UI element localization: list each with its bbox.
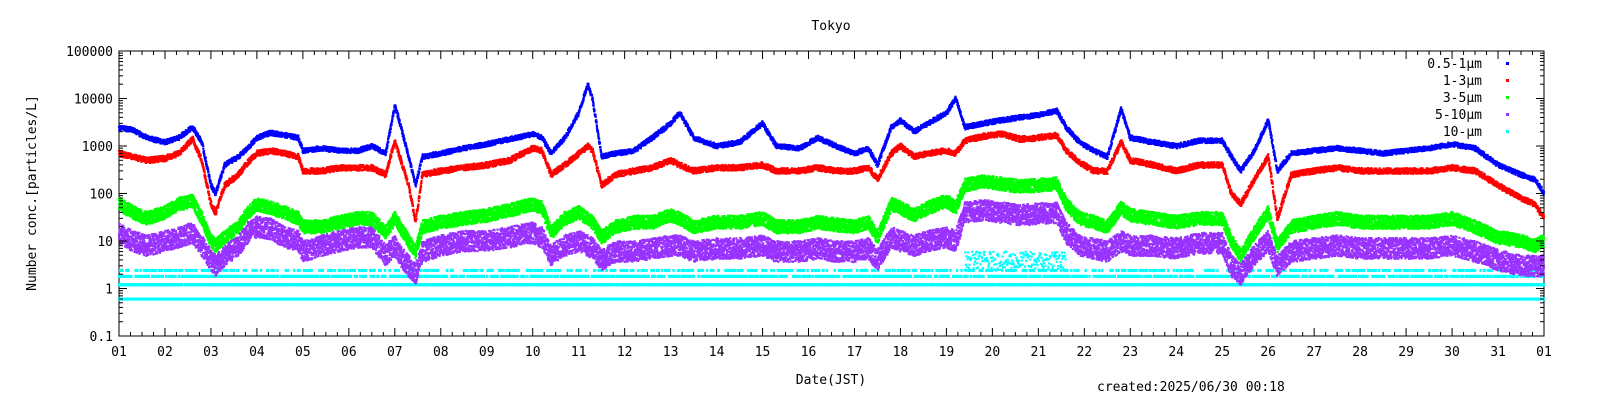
plot-frame	[118, 50, 1545, 337]
data-point	[168, 274, 171, 278]
data-point	[158, 274, 162, 278]
data-point	[180, 283, 184, 287]
data-point	[341, 274, 344, 278]
data-point	[1034, 283, 1038, 287]
data-point	[262, 274, 265, 278]
data-point	[135, 274, 138, 278]
data-point	[130, 274, 133, 278]
data-point	[265, 274, 268, 278]
data-point	[237, 274, 241, 278]
data-point	[317, 274, 320, 278]
data-point	[292, 274, 295, 278]
data-point	[255, 274, 258, 278]
data-point	[1542, 283, 1546, 287]
data-point	[140, 274, 144, 278]
data-point	[206, 274, 210, 278]
chart-marks	[118, 82, 1546, 301]
data-point	[359, 274, 362, 278]
data-point	[156, 274, 159, 278]
data-point	[223, 274, 227, 278]
series-4	[118, 250, 1546, 301]
data-point	[372, 274, 376, 278]
data-point	[995, 283, 998, 287]
data-point	[384, 274, 387, 278]
data-point	[377, 274, 380, 278]
data-point	[274, 274, 277, 278]
data-point	[349, 274, 353, 278]
data-point	[125, 274, 128, 278]
data-point	[229, 274, 233, 278]
plot-border	[118, 50, 1545, 337]
data-point	[161, 274, 164, 278]
data-point	[612, 283, 615, 287]
data-point	[240, 274, 243, 278]
data-point	[328, 274, 331, 278]
data-point	[1532, 283, 1536, 287]
data-point	[276, 274, 280, 278]
data-point	[147, 274, 151, 278]
data-point	[355, 274, 359, 278]
data-point	[244, 274, 247, 278]
data-point	[392, 274, 396, 278]
data-point	[174, 274, 177, 278]
data-point	[217, 274, 220, 278]
data-point	[164, 274, 168, 278]
data-point	[170, 274, 174, 278]
data-point	[1323, 283, 1326, 287]
data-point	[364, 274, 367, 278]
data-point	[178, 274, 181, 278]
chart-title: Tokyo	[811, 19, 850, 34]
